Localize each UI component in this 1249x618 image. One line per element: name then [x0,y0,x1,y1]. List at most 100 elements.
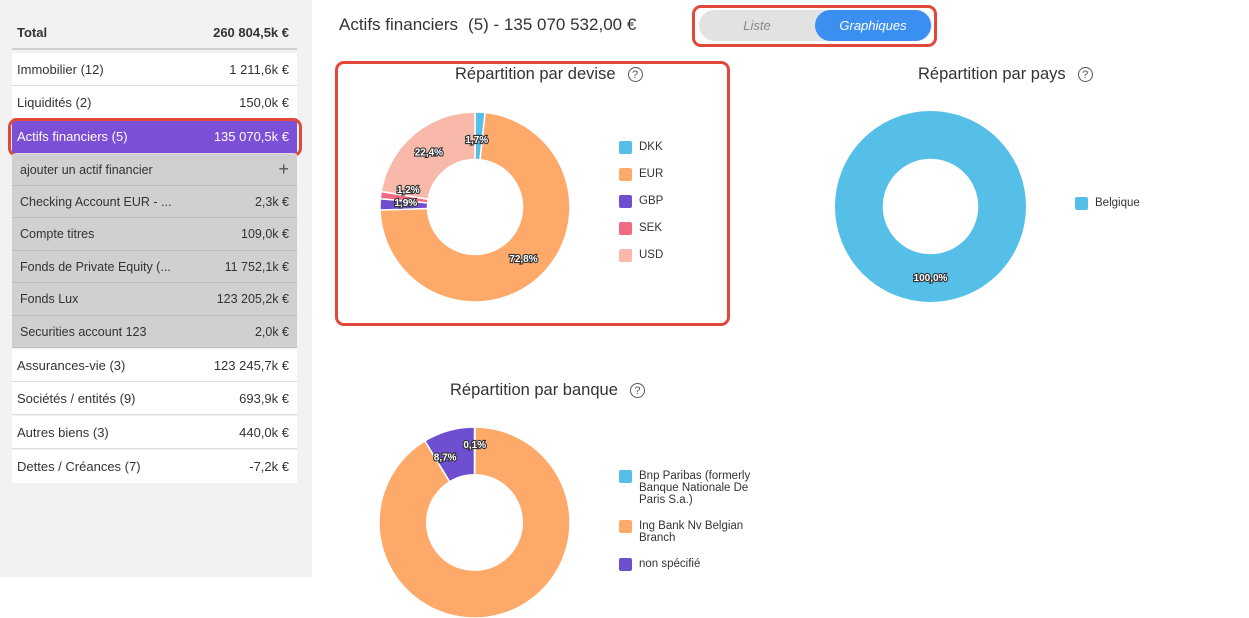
sidebar-item-value: 150,0k € [239,94,289,110]
chart-title-pays: Répartition par pays ? [918,65,1093,84]
active-item-highlight [8,118,302,157]
currency-legend: DKK EUR GBP SEK USD [619,141,663,276]
slice-data-label: 22,4% [415,148,443,159]
chart-title-text: Répartition par banque [450,381,618,399]
legend-item: EUR [619,168,663,181]
slice-data-label: 8,7% [434,453,457,464]
legend-item: SEK [619,222,663,235]
page-title-count: (5) - 135 070 532,00 € [468,15,637,34]
legend-item: Bnp Paribas (formerly Banque Nationale D… [619,470,764,506]
sidebar-item-label: Liquidités (2) [17,94,92,110]
currency-donut-chart: 1,7% 72,8% 1,9% 1,2% 22,4% [379,111,571,303]
add-financial-asset[interactable]: ajouter un actif financier + [12,154,297,186]
sidebar-item-value: 123 245,7k € [213,357,289,373]
sidebar-item-value: -7,2k € [249,459,289,474]
legend-item: Ing Bank Nv Belgian Branch [619,520,764,544]
sidebar-item-assurances-vie[interactable]: Assurances-vie (3) 123 245,7k € [12,349,297,382]
page-title: Actifs financiers (5) - 135 070 532,00 € [339,15,636,35]
sub-item-label: Checking Account EUR - ... [20,194,172,209]
sidebar-item-label: Immobilier (12) [17,61,104,77]
slice-data-label: 100,0% [914,273,948,284]
sidebar-item-label: Assurances-vie (3) [17,357,126,373]
sub-item[interactable]: Fonds de Private Equity (... 11 752,1k € [12,251,297,283]
sidebar-item-societes[interactable]: Sociétés / entités (9) 693,9k € [12,382,297,415]
legend-label: Ing Bank Nv Belgian Branch [639,520,744,544]
legend-label: Belgique [1095,197,1140,209]
sub-item-label: Securities account 123 [20,324,147,339]
legend-swatch [619,141,632,154]
sub-item-value: 11 752,1k € [224,259,289,274]
slice-data-label: 1,9% [394,198,417,209]
currency-chart-highlight [335,61,730,326]
sidebar-item-label: Actifs financiers (5) [17,129,128,144]
donut-slice[interactable] [379,111,571,303]
sub-item[interactable]: Securities account 123 2,0k € [12,316,297,348]
legend-swatch [619,558,632,571]
country-legend: Belgique [1075,197,1140,224]
plus-icon[interactable]: + [278,159,289,179]
sidebar-item-value: 135 070,5k € [213,129,289,144]
view-toggle-highlight [692,5,937,47]
sidebar-item-label: Dettes / Créances (7) [17,459,141,474]
slice-data-label: 0,1% [463,440,486,451]
legend-label: non spécifié [639,558,701,570]
sub-item-label: Fonds de Private Equity (... [20,259,171,274]
help-icon[interactable]: ? [1077,67,1093,82]
sub-item-value: 109,0k € [241,227,289,241]
sub-item-value: 2,0k € [254,324,289,339]
view-toggle[interactable]: Liste Graphiques [699,10,932,41]
legend-swatch [619,168,632,181]
sidebar-item-liquidites[interactable]: Liquidités (2) 150,0k € [12,86,297,119]
donut-slice[interactable] [380,111,476,201]
legend-item: USD [619,249,663,262]
donut-slice[interactable] [835,111,1026,302]
sidebar-item-value: 1 211,6k € [229,61,289,77]
chart-title-devise: Répartition par devise ? [455,65,643,84]
sidebar-item-value: 693,9k € [239,390,289,406]
sub-item-label: Fonds Lux [20,292,79,306]
help-icon[interactable]: ? [629,383,645,398]
legend-label: Bnp Paribas (formerly Banque Nationale D… [639,470,751,506]
sidebar-item-immobilier[interactable]: Immobilier (12) 1 211,6k € [12,53,297,86]
sub-item[interactable]: Checking Account EUR - ... 2,3k € [12,186,297,218]
sub-item[interactable]: Compte titres 109,0k € [12,218,297,251]
legend-swatch [1075,197,1088,210]
sub-item[interactable]: Fonds Lux 123 205,2k € [12,283,297,316]
total-value: 260 804,5k € [213,25,289,40]
legend-label: DKK [639,141,663,153]
slice-data-label: 72,8% [509,254,537,265]
sidebar-total: Total 260 804,5k € [12,17,297,50]
bank-donut-chart: 0,1% 8,7% [378,426,571,618]
help-icon[interactable]: ? [627,67,643,82]
page-title-text: Actifs financiers [339,15,459,34]
legend-item: non spécifié [619,558,764,571]
sub-item-value: 2,3k € [254,194,289,209]
donut-slice[interactable] [423,426,476,483]
sidebar-item-value: 440,0k € [239,424,289,440]
country-donut-chart: 100,0% [835,111,1026,302]
sub-item-value: 123 205,2k € [216,292,289,306]
toggle-charts[interactable]: Graphiques [815,10,931,41]
legend-swatch [619,520,632,533]
legend-swatch [619,222,632,235]
legend-label: EUR [639,168,664,180]
sidebar-item-dettes[interactable]: Dettes / Créances (7) -7,2k € [12,450,297,483]
legend-label: SEK [639,222,663,234]
toggle-list[interactable]: Liste [743,18,771,33]
legend-swatch [619,195,632,208]
bank-legend: Bnp Paribas (formerly Banque Nationale D… [619,470,764,585]
legend-label: USD [639,249,664,261]
chart-title-banque: Répartition par banque ? [450,381,645,400]
chart-title-text: Répartition par pays [918,65,1066,83]
sidebar-item-actifs-financiers[interactable]: Actifs financiers (5) 135 070,5k € [12,120,297,154]
slice-data-label: 1,2% [397,185,420,196]
sidebar: Total 260 804,5k € Immobilier (12) 1 211… [0,0,312,577]
sidebar-item-label: Autres biens (3) [17,424,109,440]
add-asset-label: ajouter un actif financier [20,162,153,177]
legend-item: DKK [619,141,663,154]
donut-slice[interactable] [378,426,571,618]
sidebar-item-label: Sociétés / entités (9) [17,390,136,406]
legend-item: GBP [619,195,663,208]
slice-data-label: 1,7% [465,135,488,146]
sidebar-item-autres-biens[interactable]: Autres biens (3) 440,0k € [12,416,297,449]
